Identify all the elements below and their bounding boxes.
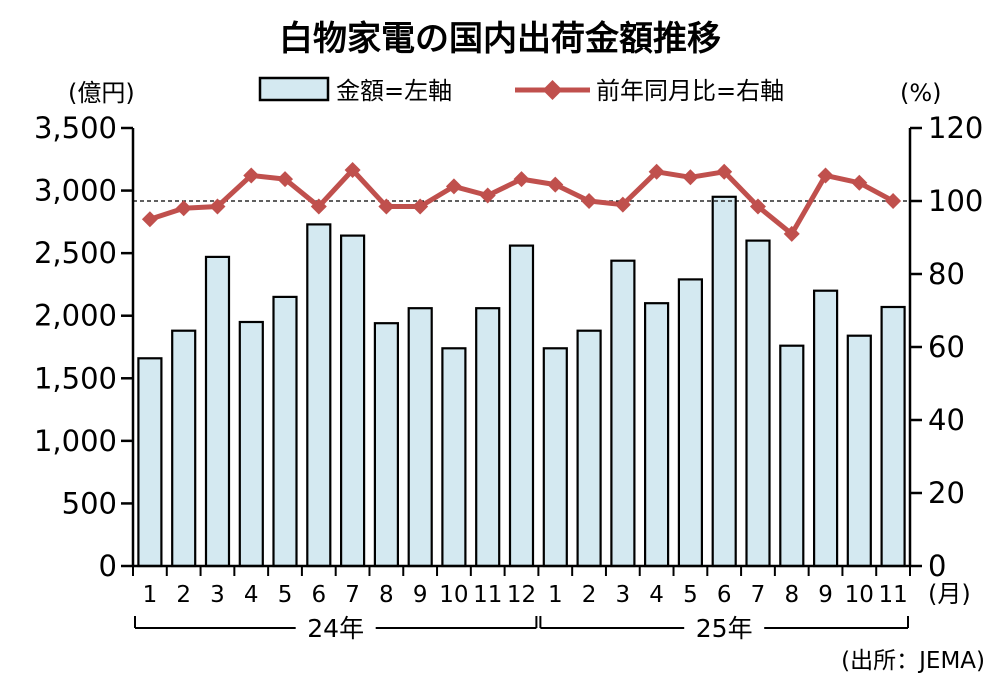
x-tick-label: 9 — [818, 582, 833, 608]
yoy-point — [310, 198, 327, 215]
bar — [171, 329, 197, 568]
bar — [340, 234, 366, 568]
yoy-point — [648, 163, 665, 180]
left-tick-label: 1,500 — [34, 361, 117, 395]
bar — [779, 344, 805, 568]
legend: 金額=左軸 前年同月比=右軸 — [258, 76, 784, 105]
bar — [880, 305, 906, 568]
yoy-point — [749, 198, 766, 215]
bar — [542, 347, 568, 568]
x-tick-label: 5 — [683, 582, 698, 608]
bar — [812, 289, 839, 568]
x-tick-label: 7 — [345, 582, 360, 608]
left-tick-label: 500 — [62, 486, 117, 520]
yoy-point — [378, 198, 395, 215]
bar — [677, 278, 704, 568]
x-tick-label: 10 — [845, 582, 874, 608]
x-tick-label: 7 — [751, 582, 766, 608]
bar — [846, 334, 872, 568]
bar — [441, 347, 467, 568]
yoy-point — [479, 187, 496, 204]
bar — [272, 295, 298, 568]
right-axis-unit: (%) — [900, 79, 942, 107]
right-tick-label: 40 — [928, 403, 965, 437]
bar — [475, 307, 501, 568]
bar — [745, 239, 771, 568]
yoy-point — [243, 167, 260, 184]
bar — [711, 195, 737, 568]
left-tick-label: 2,500 — [34, 236, 117, 270]
bar — [373, 322, 399, 568]
x-axis-unit: (月) — [928, 580, 971, 608]
x-tick-label: 8 — [784, 582, 799, 608]
year-label: 24年 — [307, 614, 364, 643]
left-tick-label: 1,000 — [34, 424, 117, 458]
x-tick-label: 2 — [176, 582, 191, 608]
x-tick-label: 10 — [439, 582, 468, 608]
chart-title: 白物家電の国内出荷金額推移 — [279, 19, 721, 59]
left-axis-unit: (億円) — [68, 79, 135, 107]
bar — [137, 357, 163, 568]
x-tick-label: 2 — [582, 582, 597, 608]
yoy-point — [412, 198, 429, 215]
yoy-point — [175, 200, 192, 217]
yoy-point — [614, 196, 631, 213]
yoy-point — [581, 193, 598, 209]
yoy-point — [445, 178, 462, 195]
x-tick-label: 3 — [616, 582, 631, 608]
right-tick-label: 80 — [928, 257, 965, 291]
x-tick-label: 5 — [278, 582, 293, 608]
yoy-point — [141, 211, 158, 228]
right-tick-label: 0 — [928, 549, 946, 583]
source-note: (出所：JEMA) — [841, 648, 985, 674]
bar — [610, 259, 636, 568]
right-tick-label: 100 — [928, 184, 983, 218]
yoy-point — [277, 171, 294, 188]
right-tick-label: 120 — [928, 111, 983, 145]
left-tick-label: 2,000 — [34, 299, 117, 333]
x-tick-label: 6 — [717, 582, 732, 608]
x-tick-label: 11 — [473, 582, 502, 608]
legend-line-marker — [542, 80, 563, 100]
yoy-point — [716, 163, 733, 180]
x-tick-label: 8 — [379, 582, 394, 608]
plot-area: 0 500 1,000 1,500 2,000 2,500 3,000 3,500 0 20 40 6… — [34, 111, 983, 643]
bar — [238, 320, 264, 568]
bar — [508, 244, 535, 568]
bar — [204, 255, 231, 568]
yoy-point — [513, 171, 530, 188]
bar — [576, 329, 602, 568]
bar — [407, 307, 433, 568]
left-tick-label: 3,000 — [34, 174, 117, 208]
bar — [643, 302, 670, 568]
yoy-point — [682, 169, 699, 186]
yoy-point — [851, 174, 868, 191]
yoy-point — [547, 176, 564, 193]
x-tick-label: 4 — [649, 582, 664, 608]
left-tick-label: 0 — [99, 549, 117, 583]
yoy-point — [209, 198, 226, 215]
x-tick-label: 1 — [143, 582, 158, 608]
x-tick-label: 4 — [244, 582, 259, 608]
x-tick-label: 9 — [413, 582, 428, 608]
x-tick-label: 3 — [210, 582, 225, 608]
legend-bar-label: 金額=左軸 — [336, 77, 452, 105]
legend-bar-swatch — [258, 76, 330, 102]
left-tick-label: 3,500 — [34, 111, 117, 145]
x-tick-label: 12 — [507, 582, 536, 608]
right-tick-label: 60 — [928, 330, 965, 364]
legend-line-label: 前年同月比=右軸 — [596, 77, 784, 105]
year-label: 25年 — [696, 614, 753, 643]
x-tick-label: 1 — [548, 582, 563, 608]
yoy-point — [783, 225, 800, 242]
bar — [306, 223, 332, 568]
x-tick-label: 11 — [878, 582, 907, 608]
yoy-point — [817, 167, 834, 184]
yoy-point — [885, 193, 902, 209]
x-tick-label: 6 — [311, 582, 326, 608]
right-tick-label: 20 — [928, 476, 965, 510]
yoy-point — [344, 161, 361, 178]
